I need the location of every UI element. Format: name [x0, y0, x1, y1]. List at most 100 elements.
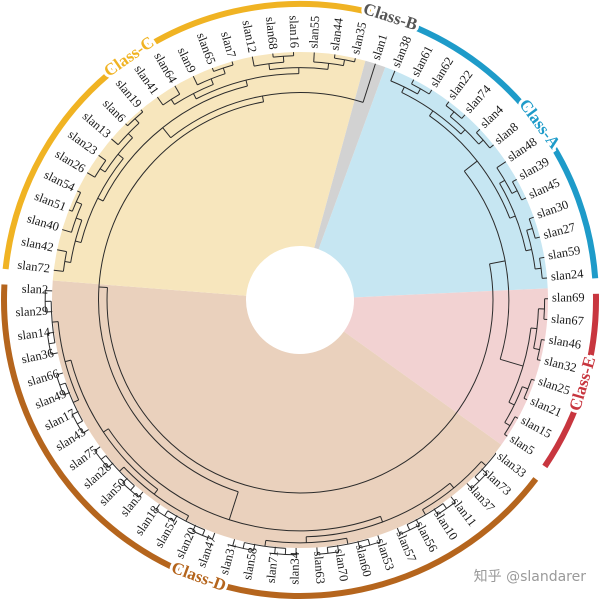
leaf-label: slan20 [173, 525, 199, 561]
tree-branch [71, 414, 84, 434]
leaf-label: slan25 [537, 374, 572, 398]
tree-branch [512, 178, 517, 183]
tree-branch [59, 382, 66, 386]
watermark: 知乎 @slandarer [473, 569, 586, 585]
tree-branch [317, 551, 339, 555]
tree-branch [192, 93, 197, 100]
leaf-label: slan16 [287, 15, 302, 48]
tree-branch [162, 127, 172, 139]
tree-branch [474, 476, 480, 482]
tree-branch [539, 256, 545, 259]
leaf-label: slan44 [327, 16, 346, 51]
tree-branch [342, 59, 346, 66]
tree-branch [232, 539, 236, 546]
tree-branch [411, 79, 415, 85]
leaf-label: slan67 [551, 312, 585, 329]
tree-branch [496, 161, 507, 169]
tree-branch [428, 89, 433, 95]
tree-branch [489, 260, 506, 265]
tree-branch [122, 482, 139, 498]
tree-branch [354, 58, 356, 62]
leaf-label: slan7 [218, 30, 239, 59]
leaf-label: slan56 [413, 519, 441, 554]
tree-branch [346, 538, 349, 545]
tree-branch [508, 401, 515, 406]
leaf-label: slan46 [548, 333, 582, 352]
tree-branch [174, 85, 181, 95]
tree-branch [478, 139, 484, 145]
tree-branch [396, 527, 401, 535]
tree-branch [75, 240, 82, 244]
tree-branches [44, 52, 548, 556]
leaf-label: slan60 [353, 543, 374, 578]
tree-branch [99, 168, 106, 173]
tree-branch [48, 342, 55, 345]
leaf-label: slan12 [239, 19, 259, 54]
tree-branch [313, 52, 315, 63]
leaf-label: slan65 [194, 31, 219, 66]
tree-branch [57, 249, 67, 253]
tree-branch [525, 248, 532, 252]
tree-branch [46, 333, 52, 355]
leaf-label: slan69 [552, 290, 585, 304]
tree-branch [245, 80, 248, 87]
class-sector-class-b [314, 60, 386, 250]
class-arc-class-b [384, 13, 396, 23]
leaf-label: slan29 [15, 304, 48, 320]
tree-branch [98, 154, 107, 161]
class-arc-class-a [407, 22, 599, 279]
tree-branch [106, 263, 494, 494]
leaf-label: slan68 [263, 16, 280, 50]
tree-branch [529, 216, 534, 220]
leaf-label: slan14 [17, 325, 52, 343]
tree-branch [185, 515, 190, 522]
tree-branch [211, 532, 216, 540]
leaf-label: slan30 [535, 197, 570, 221]
tree-branch [164, 510, 169, 517]
tree-branch [170, 99, 175, 105]
leaf-label: slan6 [100, 96, 129, 125]
tree-branch [228, 491, 239, 520]
tree-branch [449, 482, 455, 489]
tree-branch [97, 197, 104, 202]
tree-branch [499, 183, 527, 251]
tree-branch [537, 359, 541, 361]
tree-branch [125, 123, 128, 127]
tree-branch [156, 96, 164, 106]
leaf-label: slan1 [369, 32, 390, 61]
leaf-label: slan27 [542, 220, 577, 242]
tree-branch [461, 114, 466, 119]
tree-branch [422, 509, 426, 516]
tree-branch [202, 529, 206, 536]
leaf-label: slan70 [332, 548, 351, 582]
tree-branch [466, 483, 472, 489]
leaf-label: slan38 [389, 34, 414, 70]
tree-branch [127, 133, 133, 139]
tree-branch [460, 129, 466, 135]
leaf-label: slan58 [240, 546, 260, 581]
class-sector-class-c [52, 51, 366, 296]
tree-branch [100, 455, 107, 460]
tree-branch [134, 118, 140, 124]
tree-branch [526, 228, 533, 231]
leaf-label: slan72 [17, 258, 51, 276]
tree-branch [514, 416, 519, 419]
tree-branch [535, 267, 542, 270]
leaf-label: slan55 [306, 15, 322, 48]
tree-branch [77, 190, 81, 193]
tree-branch [494, 452, 497, 454]
tree-branch [222, 67, 226, 74]
tree-branch [417, 88, 421, 95]
tree-branch [53, 269, 64, 272]
tree-branch [504, 433, 508, 437]
tree-branch [192, 75, 198, 86]
class-arc-class-e [542, 293, 599, 469]
tree-branch [274, 553, 297, 556]
class-sector-class-a [318, 67, 548, 298]
tree-branch [533, 347, 540, 351]
tree-branch [326, 547, 329, 554]
tree-branch [103, 428, 109, 433]
tree-branch [499, 179, 506, 184]
tree-branch [98, 286, 108, 289]
